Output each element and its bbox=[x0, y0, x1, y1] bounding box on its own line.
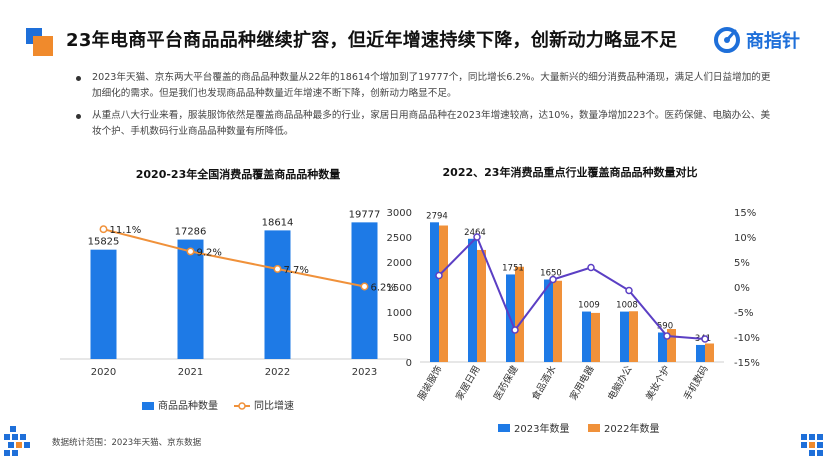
y-tick-label: 500 bbox=[393, 333, 412, 344]
bar-2023 bbox=[658, 332, 667, 362]
bar-2022 bbox=[477, 249, 486, 362]
legend-swatch bbox=[588, 424, 600, 432]
line-point bbox=[435, 271, 443, 280]
y-tick-label: 0 bbox=[406, 358, 412, 369]
data-label: 7.7% bbox=[284, 265, 309, 276]
bar-2022 bbox=[591, 312, 600, 362]
x-tick-label: 2023 bbox=[352, 367, 377, 378]
y-tick-label: 1500 bbox=[387, 283, 412, 294]
x-tick-label: 家用电器 bbox=[567, 363, 597, 402]
y2-tick-label: -15% bbox=[734, 358, 760, 369]
data-label: 2464 bbox=[464, 228, 486, 238]
bar-2023 bbox=[544, 279, 553, 362]
data-label: 18614 bbox=[262, 217, 294, 228]
x-tick-label: 美妆个护 bbox=[643, 364, 672, 403]
line-point bbox=[360, 282, 369, 291]
brand-logo-icon bbox=[714, 27, 740, 53]
y2-tick-label: 5% bbox=[734, 258, 750, 269]
x-tick-label: 家居日用 bbox=[453, 364, 482, 403]
bar-2022 bbox=[629, 311, 638, 362]
y2-tick-label: 15% bbox=[734, 208, 756, 219]
bar-2023 bbox=[582, 311, 591, 362]
y-tick-label: 2000 bbox=[387, 258, 412, 269]
bar-2023 bbox=[430, 222, 439, 362]
bar bbox=[177, 239, 204, 359]
data-label: 590 bbox=[657, 322, 673, 332]
legend-swatch bbox=[498, 424, 510, 432]
y-tick-label: 2500 bbox=[387, 233, 412, 244]
y2-tick-label: 0% bbox=[734, 283, 750, 294]
data-label: 1751 bbox=[502, 263, 524, 273]
bar-2023 bbox=[696, 344, 705, 362]
footnote: 数据统计范围：2023年天猫、京东数据 bbox=[52, 438, 202, 448]
y2-tick-label: -5% bbox=[734, 308, 753, 319]
bullet-item: 2023年天猫、京东两大平台覆盖的商品品种数量从22年的18614个增加到了19… bbox=[74, 70, 774, 102]
bar-2023 bbox=[468, 238, 477, 362]
x-tick-label: 2022 bbox=[265, 367, 290, 378]
data-label: 15825 bbox=[88, 237, 120, 248]
x-tick-label: 2020 bbox=[91, 367, 116, 378]
x-tick-label: 医药保健 bbox=[491, 363, 521, 402]
bar-2022 bbox=[705, 343, 714, 362]
data-label: 17286 bbox=[175, 227, 207, 238]
line-point bbox=[663, 332, 671, 340]
y2-tick-label: -10% bbox=[734, 333, 760, 344]
bar bbox=[90, 249, 117, 359]
legend-marker bbox=[238, 402, 246, 410]
brand-name: 商指针 bbox=[746, 31, 800, 52]
y2-tick-label: 10% bbox=[734, 233, 756, 244]
line-point bbox=[625, 286, 633, 295]
legend-swatch bbox=[142, 402, 154, 410]
y-tick-label: 3000 bbox=[387, 208, 412, 219]
bar bbox=[264, 230, 291, 359]
x-tick-label: 服装服饰 bbox=[415, 364, 444, 403]
data-label: 1009 bbox=[578, 301, 600, 311]
bar-2023 bbox=[620, 311, 629, 362]
data-label: 1650 bbox=[540, 269, 562, 279]
decor-squares-bottom-right bbox=[801, 434, 823, 456]
data-label: 11.1% bbox=[110, 225, 142, 236]
line-point bbox=[549, 275, 557, 284]
x-tick-label: 食品酒水 bbox=[529, 363, 559, 402]
line-point bbox=[511, 326, 519, 334]
summary-bullets: 2023年天猫、京东两大平台覆盖的商品品种数量从22年的18614个增加到了19… bbox=[74, 70, 774, 146]
x-tick-label: 电脑办公 bbox=[605, 363, 635, 402]
data-label: 2794 bbox=[426, 211, 448, 221]
decor-square-orange bbox=[33, 36, 53, 56]
line-point bbox=[587, 263, 595, 272]
chart-title: 2020-23年全国消费品覆盖商品品种数量 bbox=[135, 168, 341, 181]
chart-industry-varieties: 0 500 1000 1500 2000 2500 3000 -15% -10% -5% 0% 5% 1… bbox=[387, 208, 760, 435]
page-title: 23年电商平台商品品种继续扩容，但近年增速持续下降，创新动力略显不足 bbox=[66, 30, 678, 51]
bullet-item: 从重点八大行业来看，服装服饰依然是覆盖商品品种最多的行业，家居日用商品品种在20… bbox=[74, 108, 774, 140]
title-bar: 23年电商平台商品品种继续扩容，但近年增速持续下降，创新动力略显不足 bbox=[66, 26, 686, 56]
line-point bbox=[186, 247, 195, 256]
bar-2022 bbox=[553, 280, 562, 362]
line-point bbox=[473, 233, 481, 241]
line-point bbox=[273, 265, 282, 273]
chart-title: 2022、23年消费品重点行业覆盖商品品种数量对比 bbox=[442, 166, 698, 179]
legend-label: 2023年数量 bbox=[514, 422, 569, 435]
series-line bbox=[103, 228, 365, 288]
chart-annual-varieties: 15825 2020 17286 2021 18614 2022 19777 2023 11.1… bbox=[60, 209, 408, 412]
bar-2022 bbox=[667, 329, 676, 362]
x-tick-label: 手机数码 bbox=[681, 364, 710, 403]
legend-label: 商品品种数量 bbox=[158, 399, 218, 412]
legend-label: 2022年数量 bbox=[604, 422, 659, 435]
data-label: 1008 bbox=[616, 301, 638, 311]
series-line bbox=[438, 235, 706, 340]
bar bbox=[351, 222, 378, 359]
data-label: 6.2% bbox=[371, 283, 396, 294]
x-tick-label: 2021 bbox=[178, 367, 203, 378]
data-label: 19777 bbox=[349, 209, 381, 220]
line-point bbox=[99, 225, 108, 234]
decor-squares-bottom-left bbox=[4, 426, 30, 456]
bar-2022 bbox=[439, 225, 448, 362]
bar-2022 bbox=[515, 266, 524, 362]
line-point bbox=[701, 335, 709, 343]
legend-label: 同比增速 bbox=[254, 399, 294, 412]
y-tick-label: 1000 bbox=[387, 308, 412, 319]
data-label: 9.2% bbox=[197, 247, 222, 258]
brand-logo[interactable]: 商指针 bbox=[712, 22, 800, 58]
